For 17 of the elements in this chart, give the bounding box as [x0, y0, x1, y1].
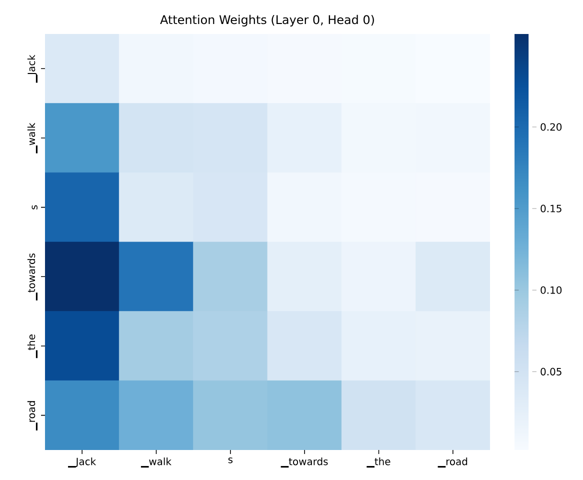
x-tick-label: ▁towards — [280, 458, 328, 468]
x-tick-label: ▁walk — [140, 458, 172, 468]
x-tick-label: ▁Jack — [68, 458, 96, 468]
y-tick-label: ▁the — [27, 334, 38, 358]
y-tick-label: s — [32, 205, 38, 210]
color-bar-label: 0.20 — [540, 123, 562, 131]
color-bar-label: 0.05 — [540, 368, 562, 376]
color-bar-label: 0.15 — [540, 204, 562, 212]
y-tick-label: ▁Jack — [27, 54, 38, 83]
x-tick-label: ▁road — [438, 458, 468, 468]
y-tick-label: ▁walk — [27, 122, 38, 154]
x-tick-label: s — [228, 458, 233, 464]
y-tick-label: ▁towards — [27, 253, 38, 300]
color-bar-label: 0.10 — [540, 286, 562, 294]
chart-title: Attention Weights (Layer 0, Head 0) — [160, 14, 374, 26]
x-tick-label: ▁the — [366, 458, 390, 468]
y-tick-label: ▁road — [27, 401, 38, 430]
